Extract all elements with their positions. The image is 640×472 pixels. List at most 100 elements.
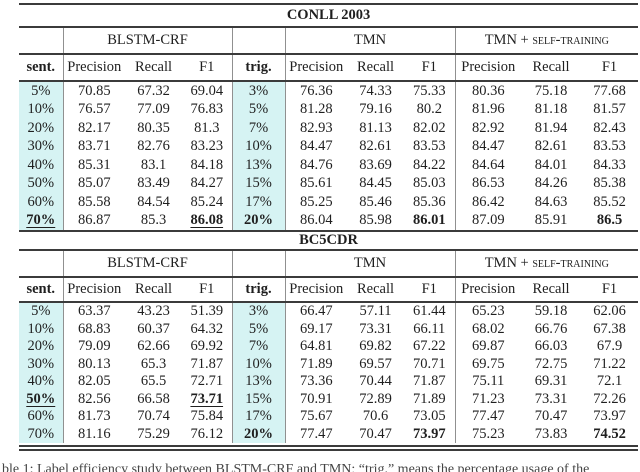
data-cell: 82.61 <box>359 138 392 155</box>
data-cell: 85.3 <box>140 212 167 229</box>
data-cell: 20% <box>231 425 285 443</box>
data-cell: 85.36 <box>412 193 446 210</box>
group-header: TMN + self-training <box>454 27 639 55</box>
data-cell: 60% <box>19 193 63 212</box>
data-cell: 82.93 <box>284 119 347 138</box>
data-cell: 15% <box>231 174 285 193</box>
data-cell: 84.63 <box>534 193 568 210</box>
data-cell: 72.75 <box>534 355 568 372</box>
data-cell: 20% <box>231 211 285 230</box>
data-cell: 85.98 <box>359 212 392 229</box>
column-header: F1 <box>581 54 639 82</box>
data-cell: 40% <box>19 373 63 391</box>
table-row: 40% 82.05 65.5 72.71 13% 73.36 70.44 71.87 75.11… <box>19 373 638 391</box>
data-cell: 43.23 <box>137 303 170 320</box>
data-cell: 85.46 <box>359 193 392 210</box>
data-cell: 71.87 <box>412 373 446 390</box>
table-row: 10% 68.83 60.37 64.32 5% 69.17 73.31 66.11 68.02… <box>19 320 638 338</box>
group-header-spacer <box>231 27 285 55</box>
data-cell: 81.73 <box>62 408 125 426</box>
column-header: sent. <box>19 277 63 303</box>
column-header: Precision <box>454 54 521 82</box>
table-title: CONLL 2003 <box>19 3 639 28</box>
data-cell: 86.53 <box>454 174 521 193</box>
column-header: Precision <box>62 54 125 82</box>
data-cell: 5% <box>231 320 285 338</box>
data-cell: 67.32 <box>137 82 170 99</box>
column-header-row: sent. Precision Recall F1 trig. Precision Reca… <box>19 54 639 82</box>
data-cell: 40% <box>19 156 63 175</box>
group-header: TMN + self-training <box>454 250 639 278</box>
group-header-row: BLSTM-CRF TMN TMN + self-training <box>19 27 639 55</box>
data-cell: 60% <box>19 408 63 426</box>
data-cell: 61.44 <box>412 303 446 320</box>
data-cell: 69.92 <box>190 338 224 355</box>
column-header: Precision <box>284 277 347 303</box>
caption-text: ble 1: Label efficiency study between BL… <box>2 462 590 472</box>
data-cell: 69.82 <box>359 338 392 355</box>
data-cell: 20% <box>19 338 63 356</box>
data-cell: 73.05 <box>412 408 446 425</box>
table-row: 50% 85.07 83.49 84.27 15% 85.61 84.45 85.03 86.5… <box>19 174 638 193</box>
data-cell: 15% <box>231 390 285 408</box>
column-header: Precision <box>284 54 347 82</box>
data-cell: 86.08 <box>190 212 224 229</box>
data-cell: 72.71 <box>190 373 224 390</box>
data-cell: 69.75 <box>454 355 521 373</box>
data-cell: 80.2 <box>416 101 442 118</box>
table-row: 70% 81.16 75.29 76.12 20% 77.47 70.47 73.97 75.2… <box>19 425 638 443</box>
bottom-double-rule <box>19 445 638 451</box>
data-cell: 84.76 <box>284 156 347 175</box>
data-cell: 70.47 <box>359 425 392 442</box>
column-header: trig. <box>231 277 285 303</box>
data-cell: 13% <box>231 373 285 391</box>
group-header: BLSTM-CRF <box>62 27 232 55</box>
table-row: 70% 86.87 85.3 86.08 20% 86.04 85.98 86.01 87.09… <box>19 211 638 230</box>
data-cell: 17% <box>231 408 285 426</box>
data-cell: 86.01 <box>412 212 446 229</box>
group-header-spacer <box>19 250 63 278</box>
group-header: BLSTM-CRF <box>62 250 232 278</box>
data-cell: 3% <box>231 81 285 101</box>
data-cell: 72.1 <box>596 373 623 390</box>
data-cell: 3% <box>231 302 285 321</box>
data-cell: 72.26 <box>593 390 626 407</box>
column-header: F1 <box>404 54 455 82</box>
data-cell: 73.31 <box>359 320 392 337</box>
tables-area: CONLL 2003 BLSTM-CRF TMN TMN + self-traini… <box>19 3 639 451</box>
data-cell: 81.13 <box>359 119 392 136</box>
data-cell: 71.23 <box>454 390 521 408</box>
data-cell: 70.47 <box>534 408 568 425</box>
data-cell: 85.38 <box>593 175 626 192</box>
group-header: TMN <box>284 27 455 55</box>
table-title-row: CONLL 2003 <box>19 3 639 28</box>
data-cell: 66.76 <box>534 320 568 337</box>
data-cell: 17% <box>231 193 285 212</box>
data-cell: 69.57 <box>359 355 392 372</box>
data-cell: 70.91 <box>284 390 347 408</box>
table-row: 60% 81.73 70.74 75.84 17% 75.67 70.6 73.05 77.47… <box>19 408 638 426</box>
data-cell: 73.71 <box>190 390 224 407</box>
data-cell: 85.07 <box>62 174 125 193</box>
data-cell: 83.49 <box>137 175 170 192</box>
column-header: Recall <box>125 54 182 82</box>
data-cell: 84.47 <box>284 137 347 156</box>
group-header-spacer <box>231 250 285 278</box>
data-cell: 83.23 <box>190 138 224 155</box>
data-cell: 50% <box>19 390 63 408</box>
data-cell: 84.18 <box>190 156 224 173</box>
data-cell: 65.3 <box>140 355 167 372</box>
data-cell: 75.11 <box>454 373 521 391</box>
data-cell: 82.05 <box>62 373 125 391</box>
data-cell: 63.37 <box>62 302 125 321</box>
data-cell: 74.33 <box>359 82 392 99</box>
data-cell: 82.43 <box>593 119 626 136</box>
data-cell: 74.52 <box>593 425 626 442</box>
data-cell: 85.25 <box>284 193 347 212</box>
data-cell: 64.32 <box>190 320 224 337</box>
data-cell: 85.61 <box>284 174 347 193</box>
data-cell: 76.12 <box>190 425 224 442</box>
data-cell: 66.11 <box>413 320 446 337</box>
data-cell: 67.9 <box>596 338 623 355</box>
